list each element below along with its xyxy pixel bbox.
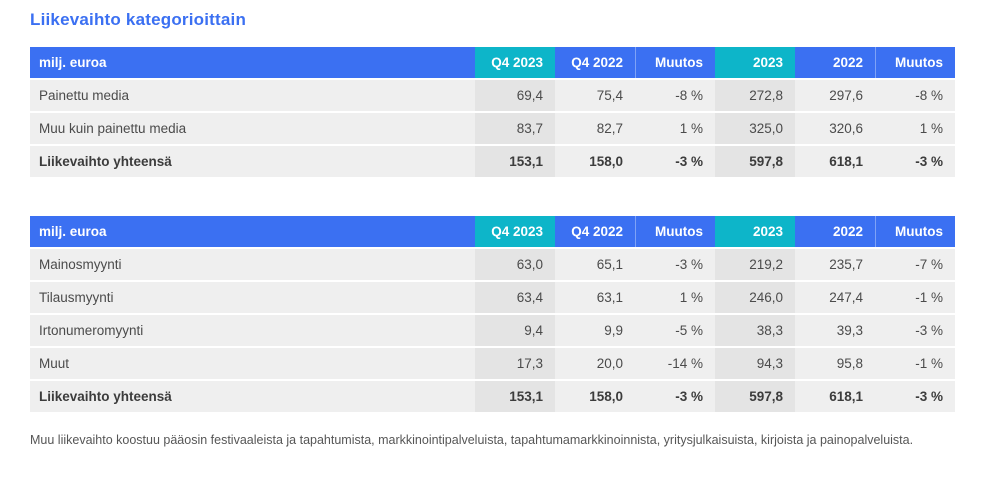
cell-value: -3 % — [635, 381, 715, 412]
cell-value: 1 % — [635, 113, 715, 144]
table-row-muu-kuin-painettu-media: Muu kuin painettu media 83,7 82,7 1 % 32… — [30, 113, 955, 146]
column-header-q4-2023: Q4 2023 — [475, 47, 555, 78]
row-label: Liikevaihto yhteensä — [30, 381, 475, 412]
revenue-by-sales-type-table: milj. euroa Q4 2023 Q4 2022 Muutos 2023 … — [30, 216, 955, 414]
cell-value: 219,2 — [715, 249, 795, 280]
cell-value: -8 % — [875, 80, 955, 111]
cell-value: 618,1 — [795, 146, 875, 177]
column-header-change-q4: Muutos — [635, 47, 715, 78]
table-row-painettu-media: Painettu media 69,4 75,4 -8 % 272,8 297,… — [30, 80, 955, 113]
cell-value: 153,1 — [475, 381, 555, 412]
cell-value: 1 % — [635, 282, 715, 313]
cell-value: 63,4 — [475, 282, 555, 313]
row-label: Irtonumeromyynti — [30, 315, 475, 346]
column-header-2022: 2022 — [795, 47, 875, 78]
cell-value: -5 % — [635, 315, 715, 346]
cell-value: 95,8 — [795, 348, 875, 379]
revenue-by-category-table: milj. euroa Q4 2023 Q4 2022 Muutos 2023 … — [30, 47, 955, 179]
row-label: Muut — [30, 348, 475, 379]
cell-value: -7 % — [875, 249, 955, 280]
table-header-row: milj. euroa Q4 2023 Q4 2022 Muutos 2023 … — [30, 47, 955, 80]
cell-value: -1 % — [875, 348, 955, 379]
cell-value: 597,8 — [715, 146, 795, 177]
cell-value: 65,1 — [555, 249, 635, 280]
cell-value: 272,8 — [715, 80, 795, 111]
cell-value: 246,0 — [715, 282, 795, 313]
cell-value: 63,0 — [475, 249, 555, 280]
cell-value: 69,4 — [475, 80, 555, 111]
cell-value: 1 % — [875, 113, 955, 144]
cell-value: 320,6 — [795, 113, 875, 144]
row-label: Mainosmyynti — [30, 249, 475, 280]
row-label: Liikevaihto yhteensä — [30, 146, 475, 177]
footnote-text: Muu liikevaihto koostuu pääosin festivaa… — [30, 433, 914, 447]
column-header-unit: milj. euroa — [30, 216, 475, 247]
cell-value: 82,7 — [555, 113, 635, 144]
cell-value: 83,7 — [475, 113, 555, 144]
cell-value: -14 % — [635, 348, 715, 379]
row-label: Muu kuin painettu media — [30, 113, 475, 144]
cell-value: 75,4 — [555, 80, 635, 111]
cell-value: -1 % — [875, 282, 955, 313]
column-header-change-fy: Muutos — [875, 216, 955, 247]
cell-value: 39,3 — [795, 315, 875, 346]
table-row-total: Liikevaihto yhteensä 153,1 158,0 -3 % 59… — [30, 381, 955, 414]
cell-value: 158,0 — [555, 381, 635, 412]
cell-value: 235,7 — [795, 249, 875, 280]
cell-value: -3 % — [635, 146, 715, 177]
cell-value: -3 % — [875, 146, 955, 177]
cell-value: 38,3 — [715, 315, 795, 346]
cell-value: -8 % — [635, 80, 715, 111]
table-row-total: Liikevaihto yhteensä 153,1 158,0 -3 % 59… — [30, 146, 955, 179]
table-header-row: milj. euroa Q4 2023 Q4 2022 Muutos 2023 … — [30, 216, 955, 249]
cell-value: -3 % — [875, 315, 955, 346]
cell-value: -3 % — [635, 249, 715, 280]
table-row-irtonumeromyynti: Irtonumeromyynti 9,4 9,9 -5 % 38,3 39,3 … — [30, 315, 955, 348]
cell-value: 9,4 — [475, 315, 555, 346]
table-row-muut: Muut 17,3 20,0 -14 % 94,3 95,8 -1 % — [30, 348, 955, 381]
column-header-2023: 2023 — [715, 47, 795, 78]
column-header-q4-2022: Q4 2022 — [555, 47, 635, 78]
column-header-change-fy: Muutos — [875, 47, 955, 78]
row-label: Painettu media — [30, 80, 475, 111]
cell-value: 325,0 — [715, 113, 795, 144]
cell-value: 297,6 — [795, 80, 875, 111]
cell-value: 9,9 — [555, 315, 635, 346]
cell-value: 94,3 — [715, 348, 795, 379]
cell-value: -3 % — [875, 381, 955, 412]
cell-value: 17,3 — [475, 348, 555, 379]
column-header-q4-2022: Q4 2022 — [555, 216, 635, 247]
column-header-q4-2023: Q4 2023 — [475, 216, 555, 247]
report-page: Liikevaihto kategorioittain milj. euroa … — [30, 10, 955, 447]
column-header-unit: milj. euroa — [30, 47, 475, 78]
column-header-change-q4: Muutos — [635, 216, 715, 247]
cell-value: 63,1 — [555, 282, 635, 313]
table-row-tilausmyynti: Tilausmyynti 63,4 63,1 1 % 246,0 247,4 -… — [30, 282, 955, 315]
cell-value: 597,8 — [715, 381, 795, 412]
row-label: Tilausmyynti — [30, 282, 475, 313]
cell-value: 153,1 — [475, 146, 555, 177]
table-row-mainosmyynti: Mainosmyynti 63,0 65,1 -3 % 219,2 235,7 … — [30, 249, 955, 282]
column-header-2023: 2023 — [715, 216, 795, 247]
column-header-2022: 2022 — [795, 216, 875, 247]
cell-value: 618,1 — [795, 381, 875, 412]
cell-value: 158,0 — [555, 146, 635, 177]
cell-value: 20,0 — [555, 348, 635, 379]
cell-value: 247,4 — [795, 282, 875, 313]
page-title: Liikevaihto kategorioittain — [30, 10, 247, 29]
